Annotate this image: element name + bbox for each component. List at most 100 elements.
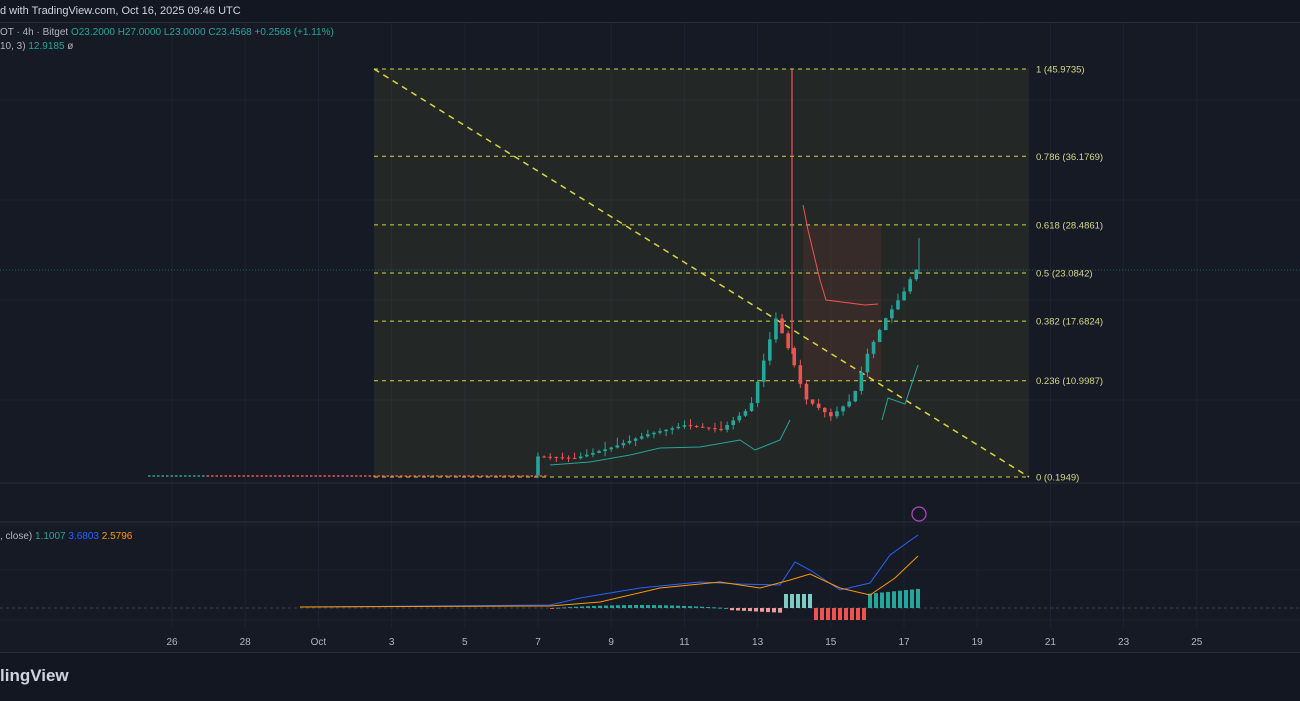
supertrend-green: [549, 419, 791, 466]
candle-body: [816, 403, 821, 408]
signal-value: 3.6803: [68, 531, 99, 542]
macd-histogram-bar: [748, 608, 752, 612]
candle-body: [578, 456, 583, 459]
candle-body: [743, 411, 748, 416]
macd-histogram-bar: [724, 607, 728, 609]
candle-body: [566, 457, 571, 459]
candle-body: [835, 411, 839, 417]
candle-body: [804, 383, 809, 400]
macd-histogram-bar: [616, 605, 620, 608]
macd-histogram-bar: [880, 592, 884, 608]
candle-body: [658, 431, 662, 433]
candle-body: [890, 309, 894, 319]
candle-body: [633, 438, 638, 441]
candle-body: [694, 426, 699, 428]
macd-histogram-bar: [604, 605, 608, 608]
x-tick-label: 13: [752, 637, 764, 648]
supertrend-green-2: [881, 364, 919, 421]
macd-histogram-bar: [802, 594, 806, 608]
candle-body: [798, 365, 803, 384]
macd-histogram-bar: [814, 608, 818, 620]
macd-histogram-bar: [742, 608, 746, 611]
macd-histogram-bar: [778, 608, 782, 613]
macd-histogram-bar: [856, 608, 860, 620]
candle-body: [877, 330, 882, 342]
macd-histogram-bar: [916, 588, 920, 608]
candle-body: [707, 427, 711, 429]
x-tick-label: 15: [825, 637, 837, 648]
macd-histogram-bar: [598, 605, 602, 608]
indicator-value: 12.9185: [28, 41, 65, 52]
candle-body: [780, 318, 784, 334]
macd-histogram-bar: [592, 605, 596, 608]
high-value: H27.0000: [117, 27, 162, 38]
low-value: L23.0000: [163, 27, 206, 38]
candle-body: [871, 341, 876, 354]
watermark-text: d with TradingView.com, Oct 16, 2025 09:…: [0, 5, 241, 17]
macd-histogram-bar: [652, 605, 656, 608]
candle-body: [755, 381, 760, 404]
x-tick-label: 5: [462, 637, 468, 648]
indicator-params: 10, 3): [0, 41, 26, 52]
macd-histogram-bar: [886, 591, 890, 608]
macd-histogram-bar: [808, 594, 812, 608]
x-tick-label: 23: [1118, 637, 1130, 648]
macd-histogram-bar: [910, 589, 914, 608]
candle-body: [652, 432, 656, 435]
x-tick-label: Oct: [311, 637, 327, 648]
macd-histogram-bar: [550, 608, 554, 609]
candle-body: [627, 440, 632, 444]
x-tick-label: 25: [1191, 637, 1203, 648]
x-tick-label: 9: [608, 637, 614, 648]
fib-level-label: 0.5 (23.0842): [1036, 269, 1093, 280]
candle-body: [646, 434, 650, 437]
macd-histogram-bar: [580, 606, 584, 608]
macd-histogram-bar: [568, 607, 572, 609]
watermark-bar: d with TradingView.com, Oct 16, 2025 09:…: [0, 0, 1300, 23]
macd-histogram-bar: [634, 605, 638, 608]
fib-level-label: 1 (45.9735): [1036, 65, 1085, 76]
candle-body: [841, 406, 845, 412]
candle-body: [865, 353, 870, 373]
x-tick-label: 19: [972, 637, 984, 648]
x-tick-label: 7: [535, 637, 541, 648]
supertrend-red: [802, 204, 879, 306]
macd-value: 1.1007: [35, 531, 66, 542]
candle-body: [713, 428, 717, 430]
candle-body: [639, 436, 644, 439]
macd-params: , close): [0, 531, 33, 542]
candle-body: [792, 348, 797, 366]
candle-body: [908, 279, 912, 292]
macd-histogram-bar: [832, 608, 836, 620]
fib-level-label: 0 (0.1949): [1036, 473, 1079, 484]
macd-histogram-bar: [784, 594, 788, 608]
candle-body: [731, 420, 736, 426]
candle-body: [883, 318, 888, 331]
macd-histogram-bar: [862, 608, 866, 620]
candle-body: [737, 415, 742, 421]
candle-body: [902, 291, 906, 301]
fib-red-zone: [803, 224, 881, 381]
candle-body: [682, 425, 687, 427]
candle-body: [585, 454, 589, 457]
macd-histogram-bar: [904, 590, 908, 608]
candle-body: [725, 425, 729, 430]
indicator-extra: ø: [67, 41, 74, 52]
fib-level-label: 0.618 (28.4861): [1036, 220, 1103, 231]
open-value: O23.2000: [70, 27, 115, 38]
macd-histogram-bar: [628, 605, 632, 608]
macd-histogram-bar: [790, 594, 794, 608]
candle-body: [786, 333, 790, 349]
candle-body: [847, 401, 851, 407]
macd-histogram-bar: [844, 608, 848, 620]
candle-body: [853, 390, 858, 402]
macd-histogram-bar: [874, 593, 878, 608]
candle-body: [768, 339, 772, 361]
macd-histogram-bar: [772, 608, 776, 613]
macd-histogram-bar: [694, 606, 698, 608]
candle-body: [621, 443, 626, 446]
x-tick-label: 17: [898, 637, 910, 648]
macd-histogram-bar: [700, 606, 704, 608]
symbol-legend: OT · 4h · Bitget O23.2000 H27.0000 L23.0…: [0, 27, 334, 38]
